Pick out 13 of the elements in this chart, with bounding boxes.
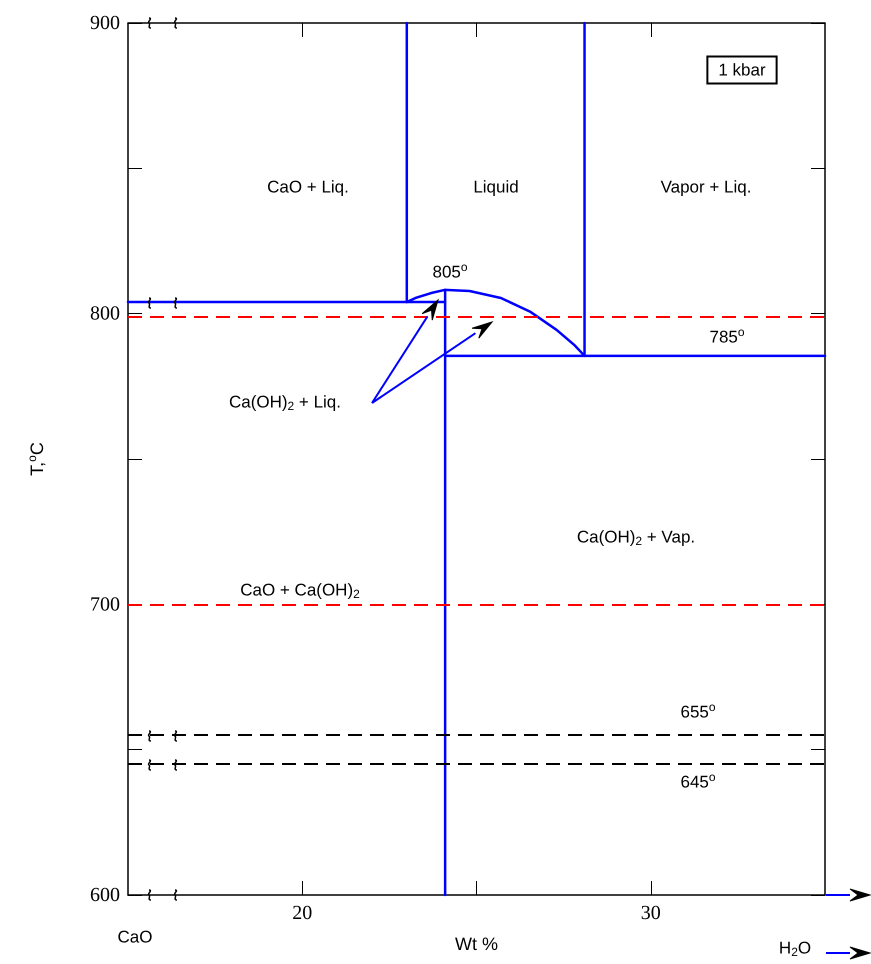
annotation: CaO + Liq. bbox=[267, 178, 349, 196]
y-tick-label: 900 bbox=[90, 12, 120, 34]
annotation: 1 kbar bbox=[718, 60, 766, 80]
y-axis-title: T,oC bbox=[25, 442, 47, 476]
x-axis-title: Wt % bbox=[455, 934, 498, 954]
text: CaO bbox=[118, 928, 152, 946]
y-tick-label: 800 bbox=[90, 302, 120, 325]
y-tick-label: 600 bbox=[90, 884, 120, 906]
x-tick-label: 30 bbox=[640, 902, 661, 924]
y-tick-label: 700 bbox=[90, 593, 120, 616]
annotation: Liquid bbox=[473, 178, 519, 196]
x-tick-label: 20 bbox=[292, 902, 312, 924]
annotation: Vapor + Liq. bbox=[660, 178, 752, 196]
